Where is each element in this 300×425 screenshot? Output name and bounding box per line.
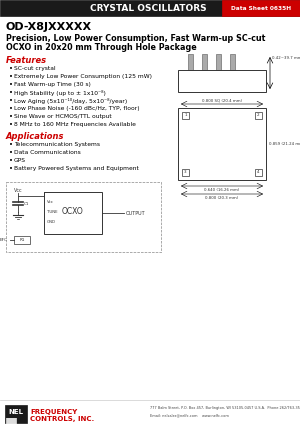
Text: 0.42~39.7 mm: 0.42~39.7 mm xyxy=(272,56,300,60)
Bar xyxy=(5,405,27,423)
Text: TUNE: TUNE xyxy=(47,210,58,214)
Text: R1: R1 xyxy=(19,238,25,242)
Bar xyxy=(14,236,30,244)
Text: Fast Warm-up Time (30 s): Fast Warm-up Time (30 s) xyxy=(14,82,91,87)
Bar xyxy=(182,112,189,119)
Text: Sine Wave or HCMOS/TTL output: Sine Wave or HCMOS/TTL output xyxy=(14,114,112,119)
Text: Vcc: Vcc xyxy=(14,188,22,193)
Bar xyxy=(178,70,266,92)
Text: •: • xyxy=(9,90,13,96)
Text: Vcc: Vcc xyxy=(47,200,54,204)
Text: NEL: NEL xyxy=(8,409,23,415)
Bar xyxy=(6,422,16,423)
Text: High Stability (up to ± 1x10⁻⁸): High Stability (up to ± 1x10⁻⁸) xyxy=(14,90,106,96)
Text: 1: 1 xyxy=(184,113,187,117)
Text: 8 MHz to 160 MHz Frequencies Available: 8 MHz to 160 MHz Frequencies Available xyxy=(14,122,136,127)
Bar xyxy=(44,192,102,234)
Text: OUTPUT: OUTPUT xyxy=(126,210,146,215)
Text: Features: Features xyxy=(6,56,47,65)
Bar xyxy=(6,182,161,252)
Bar xyxy=(216,54,221,70)
Text: Data Communications: Data Communications xyxy=(14,150,81,155)
Text: OCXO in 20x20 mm Through Hole Package: OCXO in 20x20 mm Through Hole Package xyxy=(6,43,197,52)
Bar xyxy=(222,0,300,16)
Text: FREQUENCY: FREQUENCY xyxy=(30,409,77,415)
Bar xyxy=(188,54,193,70)
Text: •: • xyxy=(9,82,13,88)
Text: SC-cut crystal: SC-cut crystal xyxy=(14,66,56,71)
Text: •: • xyxy=(9,158,13,164)
Text: Extremely Low Power Consumption (125 mW): Extremely Low Power Consumption (125 mW) xyxy=(14,74,152,79)
Text: CONTROLS, INC.: CONTROLS, INC. xyxy=(30,416,94,422)
Text: 777 Balm Street, P.O. Box 457, Burlington, WI 53105-0457 U.S.A.  Phone 262/763-3: 777 Balm Street, P.O. Box 457, Burlingto… xyxy=(150,406,300,410)
Text: 0.859 (21.24 mm): 0.859 (21.24 mm) xyxy=(269,142,300,146)
Text: C1: C1 xyxy=(24,201,29,206)
Text: •: • xyxy=(9,114,13,120)
Text: OCXO: OCXO xyxy=(62,207,84,215)
Text: Email: nelsales@nelfc.com    www.nelfc.com: Email: nelsales@nelfc.com www.nelfc.com xyxy=(150,413,229,417)
Text: •: • xyxy=(9,150,13,156)
Text: EFC: EFC xyxy=(0,238,8,242)
Text: Data Sheet 0635H: Data Sheet 0635H xyxy=(231,6,291,11)
Bar xyxy=(6,420,16,421)
Text: •: • xyxy=(9,166,13,172)
Text: 2: 2 xyxy=(257,113,260,117)
Text: •: • xyxy=(9,66,13,72)
Text: Telecommunication Systems: Telecommunication Systems xyxy=(14,142,100,147)
Bar xyxy=(255,112,262,119)
Text: •: • xyxy=(9,74,13,80)
Text: •: • xyxy=(9,98,13,104)
Bar xyxy=(182,169,189,176)
Bar xyxy=(230,54,235,70)
Text: Battery Powered Systems and Equipment: Battery Powered Systems and Equipment xyxy=(14,166,139,171)
Bar xyxy=(6,418,16,419)
Bar xyxy=(255,169,262,176)
Text: 4: 4 xyxy=(257,170,260,174)
Text: OD-X8JXXXXX: OD-X8JXXXXX xyxy=(6,22,92,32)
Text: CRYSTAL OSCILLATORS: CRYSTAL OSCILLATORS xyxy=(90,3,206,12)
Text: Applications: Applications xyxy=(6,132,64,141)
Text: 0.640 (16.26 mm): 0.640 (16.26 mm) xyxy=(204,188,240,192)
Text: 3: 3 xyxy=(184,170,187,174)
Bar xyxy=(178,108,266,180)
Text: 0.800 (20.3 mm): 0.800 (20.3 mm) xyxy=(206,196,239,200)
Text: •: • xyxy=(9,122,13,128)
Bar xyxy=(202,54,207,70)
Text: Precision, Low Power Consumption, Fast Warm-up SC-cut: Precision, Low Power Consumption, Fast W… xyxy=(6,34,266,43)
Text: GPS: GPS xyxy=(14,158,26,163)
Text: •: • xyxy=(9,106,13,112)
Text: Low Aging (5x10⁻¹⁰/day, 5x10⁻⁸/year): Low Aging (5x10⁻¹⁰/day, 5x10⁻⁸/year) xyxy=(14,98,127,104)
Text: GND: GND xyxy=(47,220,56,224)
Text: Low Phase Noise (-160 dBc/Hz, TYP, floor): Low Phase Noise (-160 dBc/Hz, TYP, floor… xyxy=(14,106,140,111)
Text: 0.800 SQ (20.4 mm): 0.800 SQ (20.4 mm) xyxy=(202,98,242,102)
Bar xyxy=(0,0,300,16)
Text: •: • xyxy=(9,142,13,148)
